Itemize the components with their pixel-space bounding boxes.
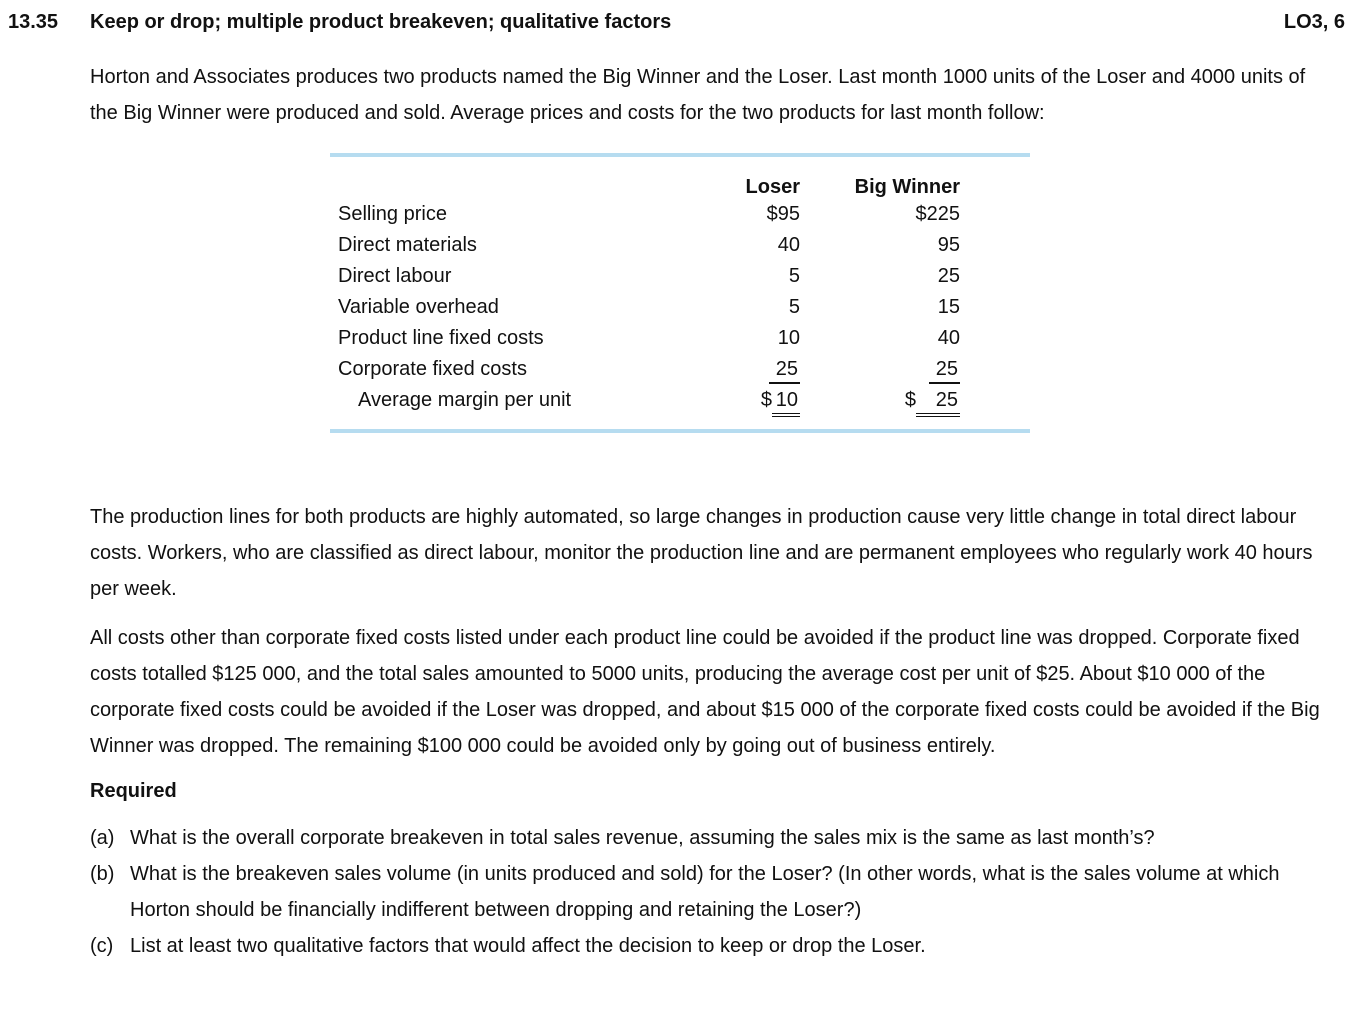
item-label: (b) <box>90 863 115 885</box>
row-label: Corporate fixed costs <box>338 358 527 380</box>
column-header-loser: Loser <box>745 176 800 198</box>
required-item-c: (c) List at least two qualitative factor… <box>90 928 1345 964</box>
currency-sign: $ <box>915 203 927 225</box>
big-winner-value: 40 <box>937 327 960 349</box>
currency-sign: $ <box>766 203 778 225</box>
table-row: Selling price $95 $225 <box>330 203 1030 234</box>
table-row: Variable overhead 5 15 <box>330 296 1030 327</box>
item-label: (a) <box>90 827 115 849</box>
row-label: Product line fixed costs <box>338 327 544 349</box>
required-list: (a) What is the overall corporate breake… <box>90 820 1345 964</box>
big-winner-value: 25 <box>937 265 960 287</box>
loser-value: 40 <box>777 234 800 256</box>
table-row: Direct labour 5 25 <box>330 265 1030 296</box>
row-label: Direct materials <box>338 234 477 256</box>
column-header-big-winner: Big Winner <box>854 176 960 198</box>
table-row: Direct materials 40 95 <box>330 234 1030 265</box>
loser-value: 5 <box>788 265 800 287</box>
loser-value: 5 <box>788 296 800 318</box>
currency-sign: $ <box>904 389 916 411</box>
big-winner-value: $225 <box>915 203 961 225</box>
learning-objective-tag: LO3, 6 <box>1283 11 1345 33</box>
required-item-b: (b) What is the breakeven sales volume (… <box>90 856 1345 928</box>
big-winner-value: 95 <box>937 234 960 256</box>
item-text: What is the breakeven sales volume (in u… <box>130 863 1280 921</box>
row-label: Selling price <box>338 203 447 225</box>
table-row: Product line fixed costs 10 40 <box>330 327 1030 358</box>
problem-header: 13.35 Keep or drop; multiple product bre… <box>8 8 1345 36</box>
currency-sign: $ <box>760 389 772 411</box>
row-label: Direct labour <box>338 265 452 287</box>
big-winner-value: 25 <box>800 358 960 384</box>
intro-paragraph: Horton and Associates produces two produ… <box>90 66 1306 124</box>
costs-paragraph: All costs other than corporate fixed cos… <box>90 627 1320 757</box>
item-text: What is the overall corporate breakeven … <box>130 827 1155 849</box>
item-label: (c) <box>90 935 114 957</box>
table-row-total: Average margin per unit $10 $25 <box>330 389 1030 420</box>
big-winner-value: 15 <box>937 296 960 318</box>
big-winner-value: $25 <box>800 389 960 417</box>
problem-number: 13.35 <box>8 11 59 33</box>
row-label: Variable overhead <box>338 296 499 318</box>
price-cost-table: Loser Big Winner Selling price $95 $225 … <box>330 153 1030 433</box>
production-paragraph: The production lines for both products a… <box>90 506 1313 600</box>
item-text: List at least two qualitative factors th… <box>130 935 926 957</box>
row-label: Average margin per unit <box>358 389 572 411</box>
required-item-a: (a) What is the overall corporate breake… <box>90 820 1345 856</box>
loser-value: 25 <box>680 358 800 384</box>
table-row-subtotal: Corporate fixed costs 25 25 <box>330 358 1030 389</box>
loser-value: $95 <box>766 203 800 225</box>
problem-title: Keep or drop; multiple product breakeven… <box>90 11 672 33</box>
loser-value: $10 <box>680 389 800 417</box>
loser-value: 10 <box>777 327 800 349</box>
required-heading: Required <box>90 780 177 802</box>
table-header-row: Loser Big Winner <box>330 163 1030 203</box>
